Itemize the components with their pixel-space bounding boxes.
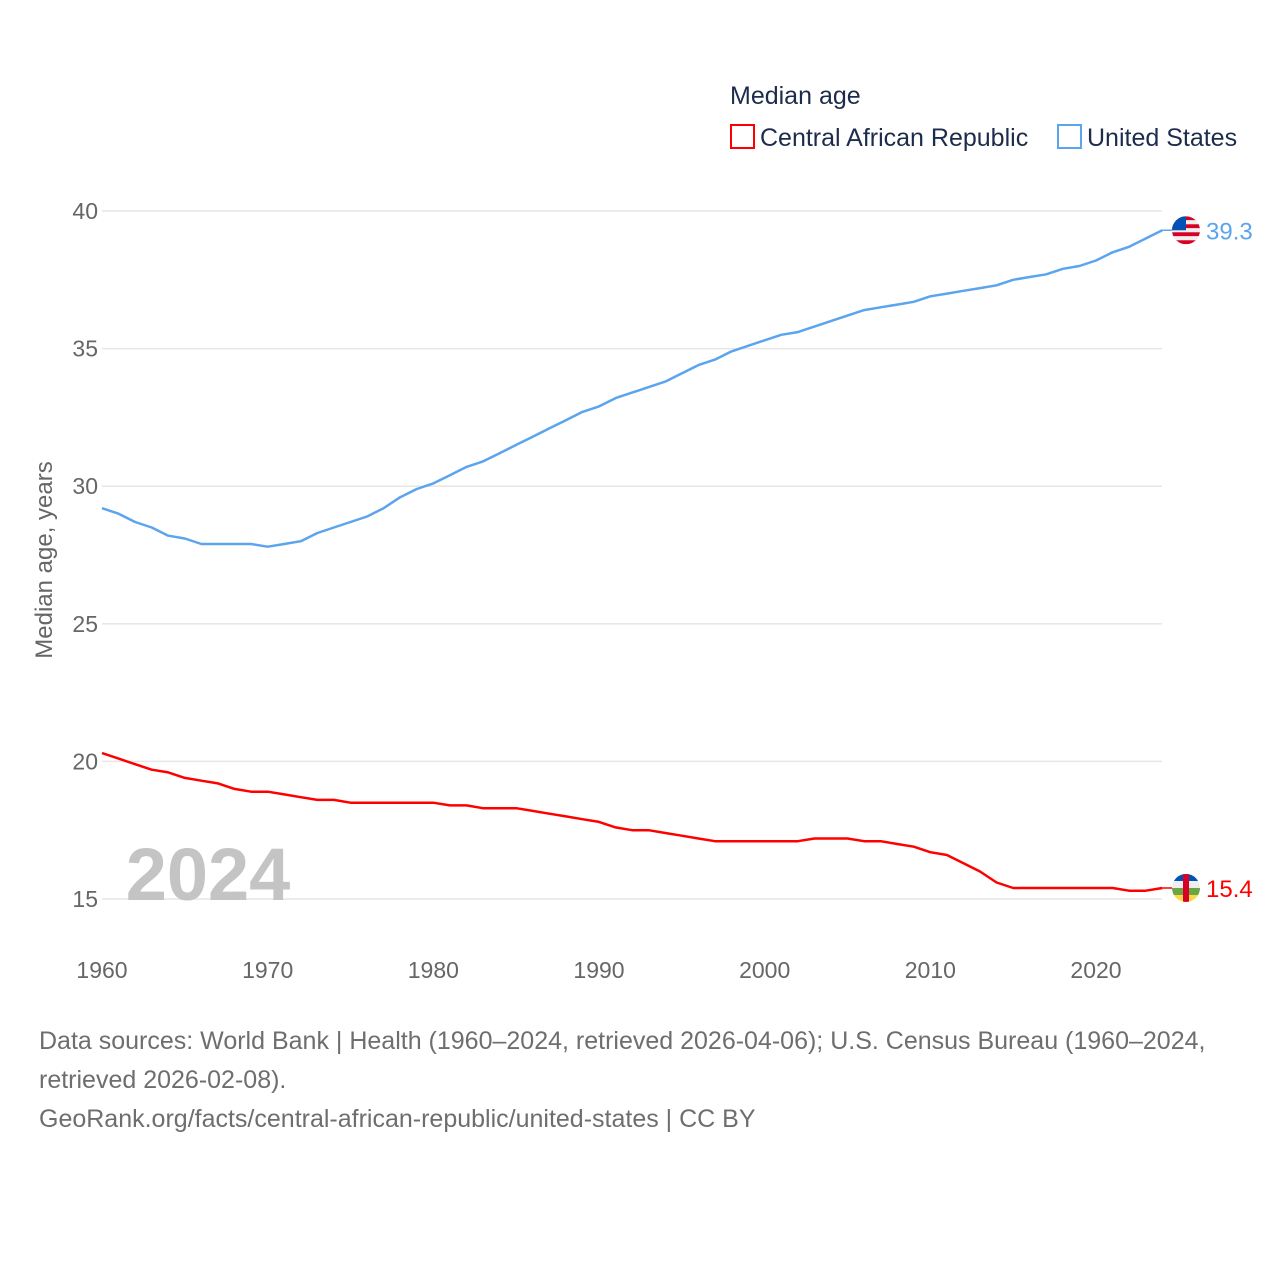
legend-label: Central African Republic <box>760 124 1028 152</box>
legend-title: Median age <box>730 82 861 110</box>
end-value-label: 15.4 <box>1206 876 1253 903</box>
y-tick-label: 20 <box>72 748 98 774</box>
y-tick-label: 25 <box>72 611 98 637</box>
legend-swatch <box>1057 124 1082 149</box>
x-tick-label: 2010 <box>905 957 956 983</box>
end-value-label: 39.3 <box>1206 218 1253 245</box>
x-tick-label: 1990 <box>573 957 624 983</box>
legend-item-united-states[interactable]: United States <box>1057 124 1237 152</box>
x-tick-label: 1980 <box>408 957 459 983</box>
chart-svg: 15 20 25 30 35 40 1960 1970 1980 1990 2000 2010 2020… <box>31 82 1253 983</box>
legend-swatch <box>730 124 755 149</box>
source-link[interactable]: GeoRank.org/facts/central-african-republ… <box>39 1105 756 1133</box>
y-tick-label: 40 <box>72 198 98 224</box>
car-flag-icon <box>1172 873 1200 902</box>
x-tick-label: 1970 <box>242 957 293 983</box>
x-tick-label: 2020 <box>1070 957 1121 983</box>
legend-item-central-african-republic[interactable]: Central African Republic <box>730 124 1028 152</box>
y-axis-label: Median age, years <box>31 461 58 658</box>
x-tick-label: 1960 <box>76 957 127 983</box>
series-line-united-states[interactable] <box>101 229 1163 548</box>
x-tick-label: 2000 <box>739 957 790 983</box>
series-line-central-african-republic[interactable] <box>101 751 1163 892</box>
year-watermark: 2024 <box>126 833 291 916</box>
us-flag-icon <box>1172 216 1200 245</box>
y-tick-label: 30 <box>72 473 98 499</box>
y-tick-label: 15 <box>72 886 98 912</box>
data-sources: Data sources: World Bank | Health (1960–… <box>39 1027 1206 1094</box>
footer: Data sources: World Bank | Health (1960–… <box>39 1022 1249 1139</box>
legend-label: United States <box>1087 124 1237 152</box>
y-tick-label: 35 <box>72 336 98 362</box>
